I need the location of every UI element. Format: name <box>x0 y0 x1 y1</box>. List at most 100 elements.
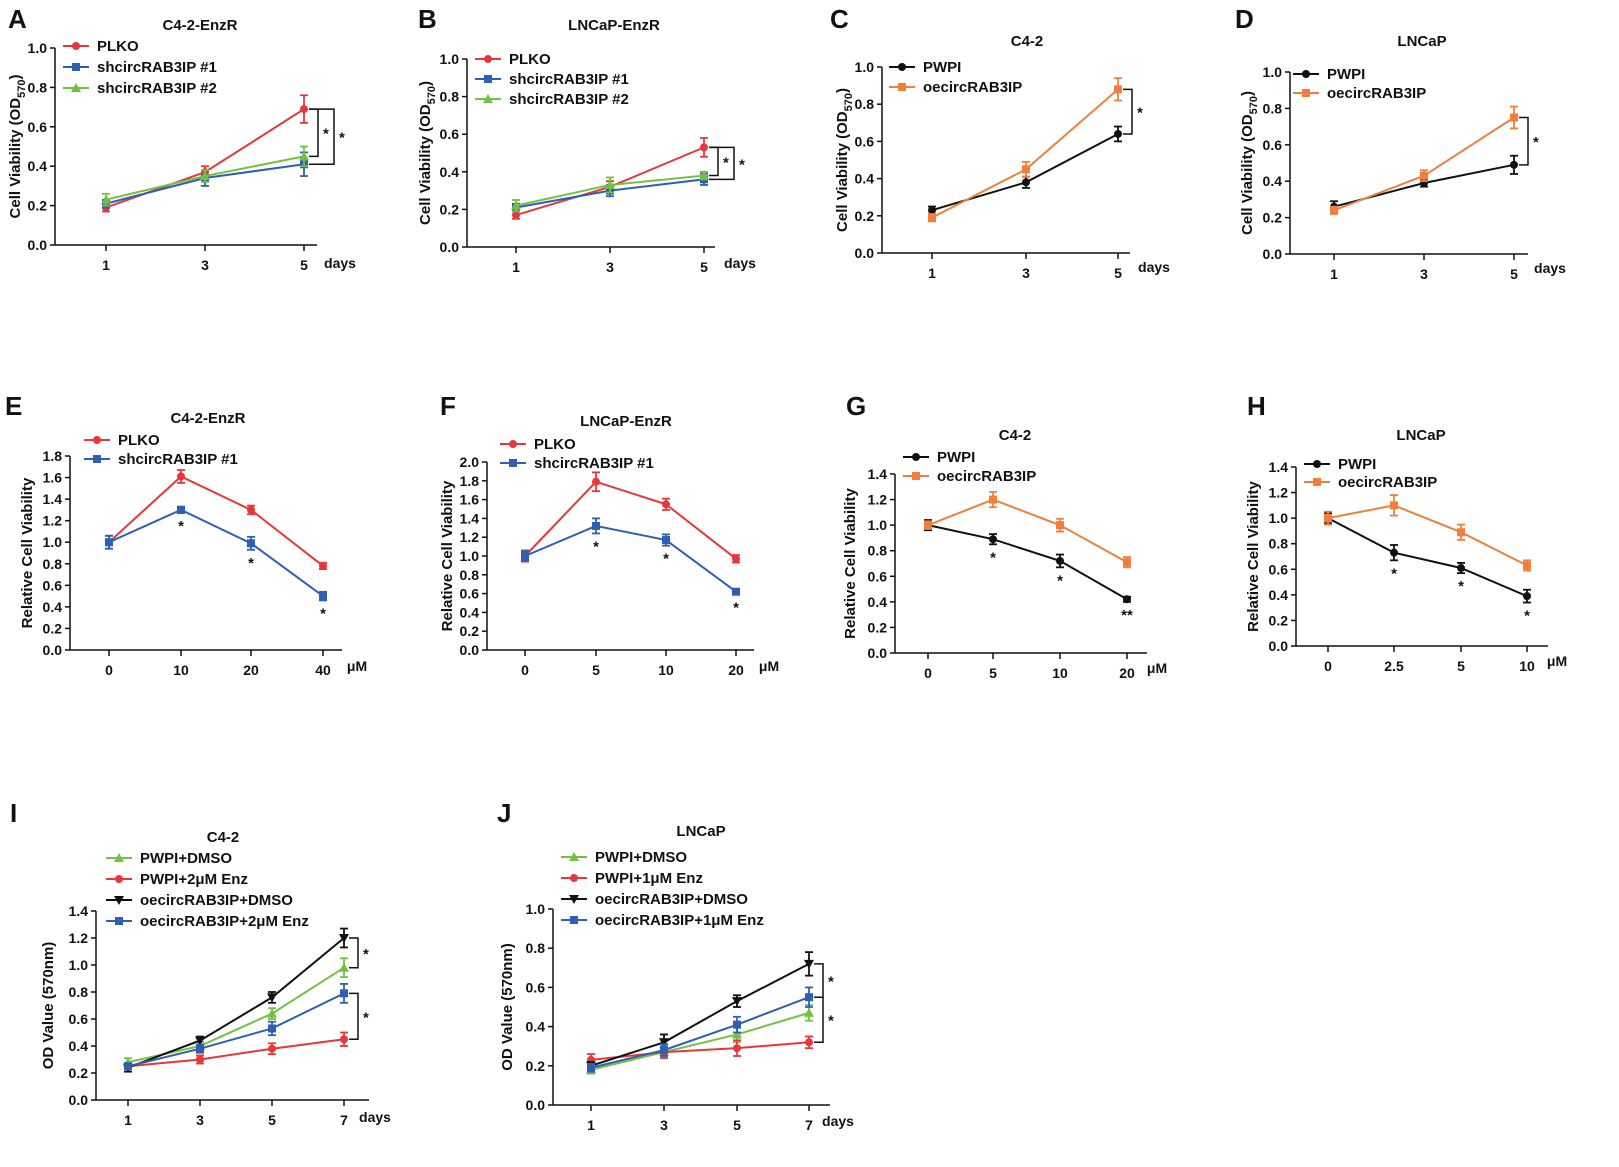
x-tick-label: 1 <box>587 1117 595 1133</box>
legend-label: oecircRAB3IP <box>937 468 1036 485</box>
y-axis-label: Cell Viability (OD570) <box>7 75 28 219</box>
legend-marker <box>72 42 80 50</box>
y-tick-label: 1.4 <box>868 466 888 482</box>
series-0 <box>586 1004 814 1075</box>
data-point <box>1324 514 1332 523</box>
data-point <box>732 587 740 596</box>
y-tick-label: 0.0 <box>1269 638 1289 654</box>
legend-marker <box>484 55 492 63</box>
y-tick-label: 1.0 <box>855 59 875 75</box>
y-tick-label: 1.0 <box>43 534 63 550</box>
legend-item: oecircRAB3IP+1μM Enz <box>561 912 764 929</box>
panel-a: A C4-2-EnzR 0.0 0.2 0.4 0.6 0.8 1.0 1 3 5 days Cell … <box>7 4 356 273</box>
series-1 <box>105 505 327 602</box>
y-tick-label: 0.8 <box>69 984 89 1000</box>
legend-marker <box>1302 70 1310 78</box>
y-tick-label: 0.8 <box>1263 100 1283 116</box>
chart-title: C4-2 <box>999 427 1032 444</box>
y-tick-label: 1.4 <box>69 903 89 919</box>
legend-item: PWPI+1μM Enz <box>561 870 703 887</box>
data-point <box>300 105 308 114</box>
x-tick-label: 1 <box>928 265 936 281</box>
legend-label: oecircRAB3IP+2μM Enz <box>140 913 309 930</box>
y-tick-label: 0.0 <box>868 645 888 661</box>
legend-item: shcircRAB3IP #1 <box>63 59 217 76</box>
x-tick-label: 20 <box>1119 665 1135 681</box>
legend-item: PWPI+DMSO <box>561 849 687 866</box>
data-point <box>1056 556 1064 565</box>
y-axis-label: Relative Cell Viability <box>19 477 36 628</box>
legend-item: PWPI <box>889 59 961 76</box>
legend-item: oecircRAB3IP <box>903 468 1036 485</box>
x-axis-unit: μM <box>759 658 779 674</box>
legend-label: shcircRAB3IP #1 <box>534 455 654 472</box>
legend-marker <box>569 852 579 861</box>
data-point <box>700 143 708 152</box>
y-axis-label-close: ) <box>1239 91 1256 96</box>
panel-label: A <box>8 4 27 34</box>
y-tick-label: 0.4 <box>460 604 480 620</box>
x-tick-label: 0 <box>924 665 932 681</box>
y-tick-label: 1.0 <box>28 40 48 56</box>
x-axis-unit: μM <box>347 658 367 674</box>
data-point <box>592 477 600 486</box>
series-line <box>127 992 345 1068</box>
y-axis-label: Relative Cell Viability <box>439 480 456 631</box>
panel-b: B LNCaP-EnzR 0.0 0.2 0.4 0.6 0.8 1.0 1 3 5 days Cell… <box>417 4 756 275</box>
data-point <box>1523 561 1531 570</box>
significance-star: * <box>733 600 739 617</box>
y-tick-label: 1.6 <box>43 470 63 486</box>
legend-item: shcircRAB3IP #1 <box>475 71 629 88</box>
chart-title: LNCaP-EnzR <box>580 413 672 430</box>
y-tick-label: 1.2 <box>69 930 89 946</box>
data-point <box>1114 129 1122 138</box>
data-point <box>177 505 185 514</box>
y-tick-label: 0.2 <box>460 623 480 639</box>
data-point <box>1457 528 1465 537</box>
data-point <box>805 1038 813 1047</box>
series-line <box>127 966 345 1064</box>
legend-marker <box>1313 478 1321 486</box>
y-tick-label: 0.2 <box>1269 612 1289 628</box>
bracket-line <box>709 146 719 177</box>
y-tick-label: 0.0 <box>28 237 48 253</box>
panel-label: J <box>497 798 511 828</box>
data-point <box>1390 501 1398 510</box>
panel-j: J LNCaP 0.0 0.2 0.4 0.6 0.8 1.0 1 3 5 7 days OD Value… <box>497 798 854 1133</box>
legend-marker <box>570 916 578 924</box>
legend-marker <box>93 455 101 463</box>
legend-label: PLKO <box>509 51 551 68</box>
chart-title: LNCaP-EnzR <box>568 17 660 34</box>
legend-item: PLKO <box>500 436 576 453</box>
significance-star: * <box>828 1013 834 1030</box>
x-axis-unit: days <box>1534 260 1566 276</box>
y-axis-label-close: ) <box>417 81 434 86</box>
legend-label: shcircRAB3IP #2 <box>509 91 629 108</box>
chart-title: C4-2 <box>1011 33 1044 50</box>
significance-bracket: * <box>814 963 834 998</box>
legend-item: PLKO <box>84 432 160 449</box>
series-line <box>127 1038 345 1068</box>
y-tick-label: 0.0 <box>855 245 875 261</box>
data-point <box>339 962 349 972</box>
legend-item: PWPI <box>1304 456 1376 473</box>
legend-label: PWPI <box>937 449 975 466</box>
chart-title: C4-2-EnzR <box>162 17 237 34</box>
x-tick-label: 10 <box>173 662 189 678</box>
series-line <box>927 524 1128 601</box>
data-point <box>1390 548 1398 557</box>
series-0 <box>521 471 740 564</box>
series-1 <box>1324 494 1531 572</box>
y-tick-label: 0.6 <box>526 979 546 995</box>
data-point <box>989 495 997 504</box>
x-tick-label: 3 <box>660 1117 668 1133</box>
y-tick-label: 0.6 <box>1263 137 1283 153</box>
significance-star: * <box>178 518 184 535</box>
y-tick-label: 0.6 <box>855 133 875 149</box>
series-3 <box>124 983 348 1071</box>
series-1 <box>928 77 1122 223</box>
significance-bracket: * <box>1519 116 1539 166</box>
legend-marker <box>569 895 579 904</box>
y-axis-label-sub: 570 <box>1248 96 1260 114</box>
series-0 <box>1324 512 1531 604</box>
